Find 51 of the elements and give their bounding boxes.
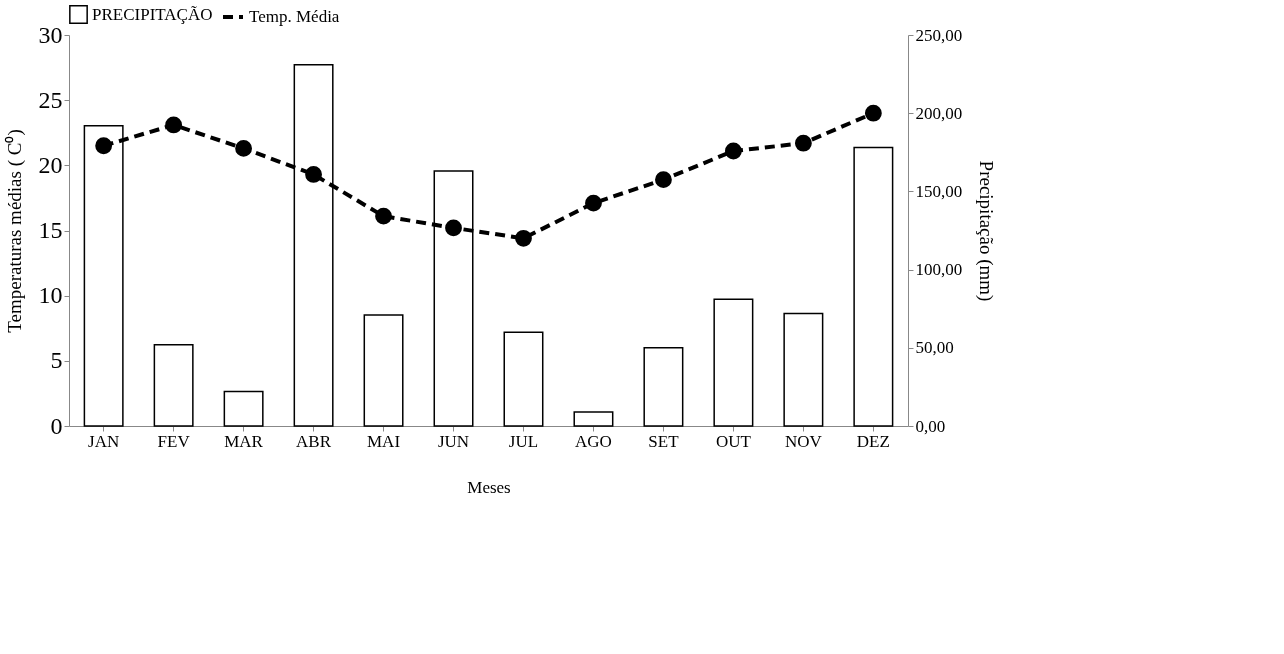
x-tick-label: DEZ (856, 431, 890, 451)
point (655, 171, 672, 189)
bar (503, 331, 544, 427)
bar (853, 146, 894, 427)
legend-label: PRECIPITAÇÃO (92, 4, 213, 24)
point (725, 142, 742, 160)
bar (153, 343, 194, 427)
bar (643, 347, 684, 427)
y-axis-title: Temperaturas médias ( C⁰) (3, 129, 26, 333)
legend-label: Temp. Média (249, 7, 340, 26)
x-tick-label: MAR (224, 431, 264, 451)
y-tick-label: 10 (38, 282, 63, 309)
y-tick-label: 20 (38, 151, 63, 178)
point (235, 139, 252, 157)
bar (223, 390, 264, 427)
y-tick-label: 5 (50, 347, 63, 374)
point (864, 104, 882, 122)
x-tick-label: JUN (437, 431, 470, 451)
x-tick-label: ABR (296, 431, 332, 451)
bar (573, 411, 614, 427)
point (445, 219, 462, 237)
x-tick-label: MAI (367, 431, 401, 451)
y2-axis-title: Precipitação (mm) (975, 160, 998, 302)
x-tick-label: OUT (715, 431, 752, 451)
point (375, 207, 392, 225)
point (305, 166, 322, 183)
y2-tick-label: 150,00 (915, 181, 963, 201)
x-tick-label: JUL (508, 431, 539, 451)
x-axis-title: Meses (467, 477, 511, 497)
y2-tick-label: 250,00 (915, 25, 963, 45)
bar (713, 298, 754, 427)
point (165, 116, 183, 134)
y-tick-label: 25 (38, 86, 63, 113)
y-tick-label: 0 (50, 412, 63, 439)
x-tick-label: JAN (88, 431, 120, 451)
point (794, 134, 812, 152)
y2-tick-label: 0,00 (915, 416, 946, 436)
bar (363, 314, 404, 427)
point (515, 229, 532, 247)
bar (783, 312, 824, 427)
x-tick-label: FEV (157, 431, 191, 451)
x-tick-label: AGO (575, 431, 612, 451)
y-tick-label: 30 (38, 21, 63, 48)
y2-tick-label: 200,00 (915, 103, 963, 123)
x-tick-label: SET (648, 431, 680, 451)
x-tick-label: NOV (784, 431, 823, 451)
point (95, 137, 113, 155)
y2-tick-label: 50,00 (915, 338, 954, 358)
y-tick-label: 15 (38, 217, 63, 243)
point (585, 194, 602, 212)
y2-tick-label: 100,00 (915, 260, 963, 280)
